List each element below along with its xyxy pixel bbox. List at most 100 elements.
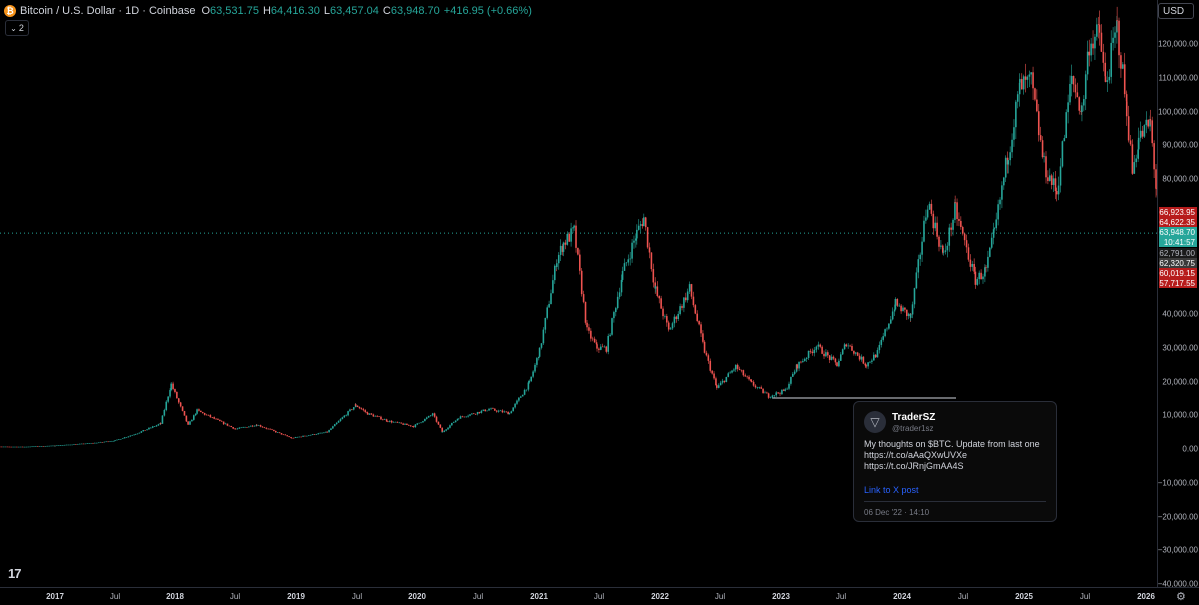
time-axis-label: 2019 (287, 592, 305, 601)
candle-body (719, 382, 722, 386)
candle-body (666, 316, 668, 323)
candle-body (387, 421, 389, 422)
candle-body (207, 414, 210, 416)
candle-body (854, 352, 857, 354)
candle-body (1145, 119, 1148, 126)
candle-body (125, 437, 128, 438)
price-chart[interactable] (0, 0, 1157, 587)
candle-body (1104, 76, 1107, 82)
candle-body (744, 375, 747, 377)
x-post-link[interactable]: Link to X post (864, 485, 919, 495)
candle-body (425, 417, 428, 419)
candle-body (562, 242, 565, 252)
candle-body (913, 288, 916, 305)
candle-body (1070, 76, 1073, 84)
candle-body (871, 360, 873, 362)
candle-body (284, 434, 287, 436)
time-axis-label: Jul (835, 592, 847, 601)
candle-body (123, 437, 126, 439)
candle-body (14, 446, 16, 448)
price-axis[interactable]: 120,000.00 110,000.00 100,000.00 90,000.00 8… (1157, 0, 1199, 589)
candle-body (276, 432, 279, 433)
symbol-title[interactable]: Bitcoin / U.S. Dollar · 1D · Coinbase (20, 5, 196, 17)
candle-body (343, 415, 346, 418)
tweet-author-name: TraderSZ (892, 412, 936, 423)
candle-body (1147, 119, 1149, 127)
candle-body (715, 378, 717, 386)
candle-body (717, 385, 720, 388)
tradingview-logo-icon[interactable]: 17 (8, 566, 22, 581)
indicator-toggle-button[interactable]: ⌄ 2 (5, 20, 29, 36)
candle-body (1041, 140, 1044, 158)
candle-body (593, 338, 596, 343)
candle-body (319, 432, 321, 434)
candle-body (830, 356, 833, 360)
candle-body (127, 436, 130, 438)
candle-body (52, 445, 54, 447)
time-axis-label: Jul (472, 592, 484, 601)
candle-body (559, 245, 562, 255)
candle-body (721, 380, 724, 383)
candle-body (974, 271, 977, 285)
candle-body (631, 242, 633, 259)
candle-body (335, 422, 338, 425)
candle-body (136, 433, 139, 435)
candle-body (25, 446, 28, 448)
settings-gear-icon[interactable]: ⚙ (1176, 591, 1186, 603)
candle-body (921, 241, 923, 255)
time-axis-label: Jul (351, 592, 363, 601)
price-axis-label: 40,000.00 (1162, 309, 1198, 319)
candle-body (623, 263, 626, 271)
candle-body (449, 425, 451, 428)
candle-body (1094, 36, 1096, 49)
candle-body (819, 344, 822, 347)
tweet-text: My thoughts on $BTC. Update from last on… (864, 439, 1040, 449)
candle-body (1022, 76, 1025, 90)
candle-body (902, 307, 904, 312)
candle-body (862, 356, 865, 364)
tweet-url-2[interactable]: https://t.co/JRnjGmAA4S (864, 461, 964, 471)
price-axis-label: 110,000.00 (1158, 73, 1198, 83)
candle-body (1076, 92, 1079, 98)
candle-body (411, 426, 414, 427)
candle-body (938, 236, 940, 247)
candle-body (1092, 43, 1094, 49)
time-axis[interactable]: 2017 Jul 2018 Jul 2019 Jul 2020 Jul 2021 Jul 2022 J… (0, 587, 1199, 605)
candle-body (760, 387, 762, 389)
candle-body (644, 217, 647, 228)
candle-body (163, 409, 166, 416)
candle-body (86, 443, 89, 444)
time-axis-label: 2024 (893, 592, 911, 601)
candle-body (119, 439, 122, 440)
price-box: 62,320.75 (1159, 258, 1197, 268)
candle-body (904, 307, 906, 310)
candle-body (635, 238, 637, 241)
candle-body (406, 423, 408, 426)
candle-body (398, 422, 401, 424)
candle-body (685, 297, 687, 301)
candle-body (773, 395, 776, 396)
candle-body (907, 313, 910, 317)
candle-body (1016, 94, 1019, 102)
candle-body (474, 413, 477, 415)
candle-body (891, 311, 894, 320)
tweet-body: My thoughts on $BTC. Update from last on… (864, 439, 1054, 472)
candle-body (1098, 24, 1101, 33)
candle-body (144, 430, 146, 431)
candle-body (731, 370, 733, 373)
candle-body (798, 361, 800, 369)
candle-body (385, 419, 388, 422)
candle-body (304, 435, 306, 437)
candle-body (1011, 139, 1013, 153)
candle-body (461, 416, 464, 418)
price-box: 64,622.35 (1159, 217, 1197, 227)
tweet-url-1[interactable]: https://t.co/aAaQXwUVXe (864, 450, 968, 460)
currency-button[interactable]: USD (1158, 3, 1194, 19)
candle-body (771, 395, 774, 398)
candle-body (451, 422, 453, 426)
candle-body (627, 259, 630, 263)
candle-body (1059, 166, 1062, 186)
candle-body (431, 413, 434, 415)
candle-body (703, 341, 706, 353)
candle-body (332, 426, 334, 429)
